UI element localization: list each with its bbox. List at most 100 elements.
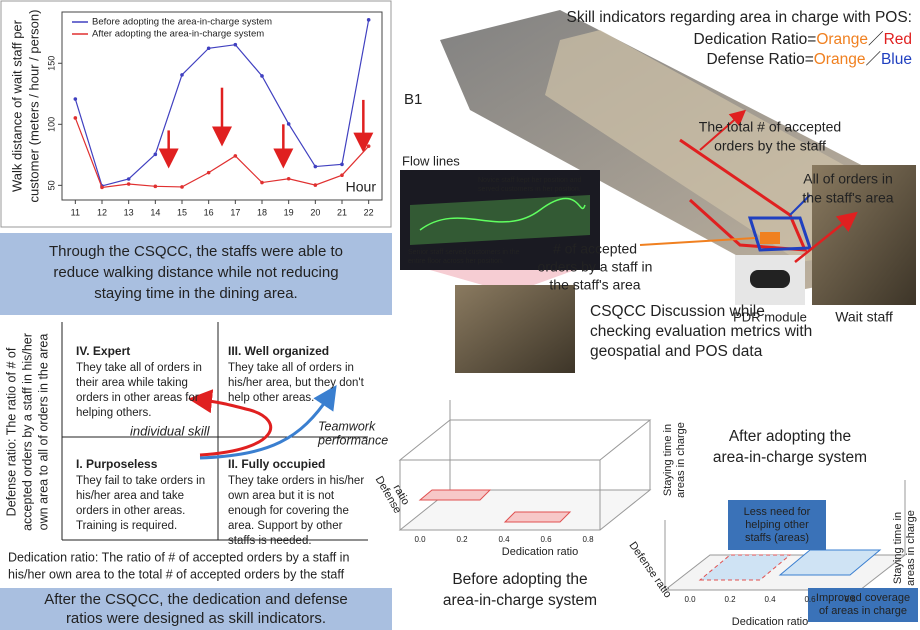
x-tick-label: 11 — [71, 207, 80, 217]
legend-label: Before adopting the area-in-charge syste… — [92, 17, 272, 28]
point — [153, 184, 158, 189]
quadrant-y-label: accepted orders by a staff in his/her — [20, 333, 34, 531]
red-outline — [679, 138, 808, 252]
blue-outline — [747, 216, 813, 252]
plot-tick: 0.8 — [582, 535, 594, 544]
cell-text: staffs is needed. — [228, 535, 312, 547]
cell-title: I. Purposeless — [76, 457, 158, 471]
cell-text: his/her area, but they don't — [228, 377, 365, 389]
cell-text: Training is required. — [76, 520, 177, 532]
ratio-definition: Dedication Ratio=Orange／Red — [694, 31, 912, 48]
point — [206, 46, 211, 51]
plot-x-label: Dedication ratio — [502, 546, 578, 558]
cell-text: They take orders in his/her — [228, 475, 364, 487]
cell-text: area. Support by other — [228, 520, 343, 532]
map-note: The total # of accepted — [699, 119, 841, 135]
orange-area — [760, 232, 780, 244]
note-box — [728, 500, 826, 550]
point — [286, 176, 291, 181]
cell-text: They fail to take orders in — [76, 475, 205, 487]
plot-before — [398, 400, 652, 531]
map-note: orders by the staff — [714, 138, 826, 154]
cell-title: IV. Expert — [76, 344, 130, 358]
plot-tick: 0.4 — [498, 535, 510, 544]
point — [366, 18, 371, 22]
point — [73, 97, 78, 101]
discussion-label: CSQCC Discussion while — [590, 303, 765, 320]
plot-tick: 0.6 — [540, 535, 552, 544]
quadrant-y-label: Defense ratio: The ratio of # of — [4, 347, 18, 516]
floor-area — [545, 30, 880, 262]
cell-text: help other areas. — [228, 392, 314, 404]
plot-area — [61, 11, 383, 201]
point — [260, 74, 264, 78]
plot-region — [503, 511, 572, 523]
cell-text: own area but it is not — [228, 490, 335, 502]
cell-text: They take all of orders in — [228, 362, 354, 374]
plot-z-label: areas in charge — [905, 510, 917, 586]
pdr-label: PDR module — [733, 309, 807, 324]
caption: ratios were designed as skill indicators… — [66, 610, 326, 627]
point — [366, 144, 371, 148]
skill-arrow — [188, 389, 273, 457]
plot-caption: After adopting the — [729, 428, 851, 445]
callout-arrow — [699, 109, 747, 151]
caption-box — [0, 588, 392, 630]
pdr-device — [750, 270, 790, 288]
point — [126, 177, 131, 181]
plot-region — [418, 489, 492, 501]
ratio-part: ／ — [865, 51, 881, 68]
y-tick-label: 100 — [46, 117, 56, 132]
x-axis-label: Hour — [346, 179, 377, 195]
map-note: the staff's area — [802, 190, 893, 206]
plot-z-label: Staying time in — [892, 512, 904, 584]
plot-z-label: areas in charge — [675, 422, 687, 498]
point — [260, 180, 264, 185]
legend-label: After adopting the area-in-charge system — [92, 29, 264, 40]
x-tick-label: 13 — [124, 207, 134, 217]
caption: Through the CSQCC, the staffs were able … — [49, 243, 343, 260]
point — [313, 183, 318, 187]
plot-caption: area-in-charge system — [443, 592, 597, 609]
flow-note: entire floor across her position. — [408, 258, 504, 265]
point — [180, 73, 184, 77]
flow-note: Senior staff served customers in the — [408, 249, 520, 256]
point — [340, 173, 344, 178]
cell-text: their area while taking — [76, 377, 188, 389]
callout-line — [639, 237, 756, 246]
x-tick-label: 15 — [177, 207, 187, 217]
map-note: orders by a staff in — [538, 259, 653, 275]
map-note: All of orders in — [803, 171, 892, 187]
flow-floor — [410, 195, 590, 245]
flow-note: Novice staff kept her position and — [478, 177, 581, 184]
y-axis-label: customer (meters / hour / person) — [26, 10, 41, 203]
point — [286, 122, 291, 126]
plot-tick: 0.6 — [804, 595, 816, 604]
plot-caption: area-in-charge system — [713, 449, 867, 466]
caption: reduce walking distance while not reduci… — [53, 264, 338, 281]
cell-text: enough for covering the — [228, 505, 349, 517]
map-note: # of accepted — [553, 241, 637, 257]
point — [126, 182, 131, 186]
discussion-label: checking evaluation metrics with — [590, 323, 812, 340]
team-arrow — [199, 385, 337, 460]
x-tick-label: 22 — [364, 207, 374, 217]
x-tick-label: 17 — [230, 207, 240, 217]
plot-region — [698, 554, 792, 581]
point — [206, 170, 211, 175]
point — [153, 152, 158, 157]
plot-note: of areas in charge — [819, 605, 907, 617]
x-tick-label: 21 — [337, 207, 347, 217]
cell-text: his/her area and take — [76, 490, 184, 502]
y-tick-label: 150 — [46, 56, 56, 71]
plot-z-label: Staying time in — [662, 424, 674, 496]
plot-tick: 0.0 — [414, 535, 426, 544]
ratio-part: Defense Ratio= — [706, 51, 813, 68]
ratio-definition: Defense Ratio=Orange／Blue — [706, 51, 912, 68]
x-tick-label: 20 — [310, 207, 320, 217]
plot-region — [778, 549, 882, 576]
ratio-part: ／ — [868, 31, 884, 48]
callout-line — [789, 194, 811, 216]
cell-text: helping others. — [76, 407, 151, 419]
